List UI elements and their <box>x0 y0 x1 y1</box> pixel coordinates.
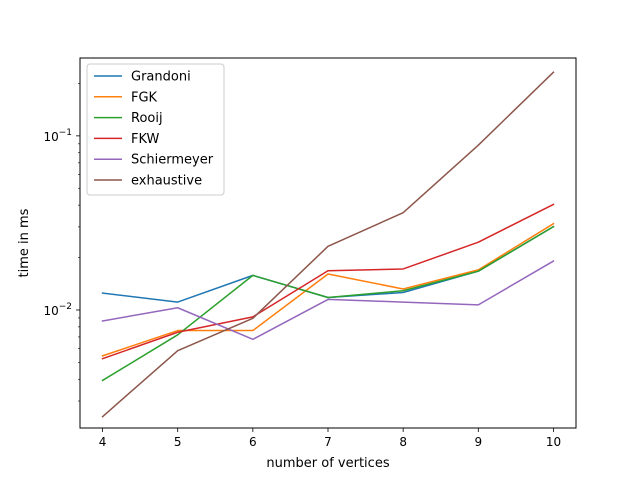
legend: Grandoni FGK Rooij FKW Schiermeyer exhaustive <box>87 64 224 195</box>
y-axis-label: time in ms <box>17 208 32 277</box>
legend-label-fkw: FKW <box>131 132 160 147</box>
legend-label-grandoni: Grandoni <box>131 70 191 85</box>
legend-label-rooij: Rooij <box>131 111 163 126</box>
x-tick-label: 4 <box>99 435 107 449</box>
x-tick-label: 8 <box>399 435 407 449</box>
legend-label-fgk: FGK <box>131 90 158 105</box>
x-axis-label: number of vertices <box>266 456 389 471</box>
x-tick-label: 7 <box>324 435 332 449</box>
x-tick-label: 6 <box>249 435 257 449</box>
x-tick-label: 9 <box>474 435 482 449</box>
x-tick-label: 10 <box>546 435 561 449</box>
x-tick-label: 5 <box>174 435 182 449</box>
legend-label-exhaustive: exhaustive <box>131 174 202 189</box>
legend-label-schiermeyer: Schiermeyer <box>131 153 214 168</box>
